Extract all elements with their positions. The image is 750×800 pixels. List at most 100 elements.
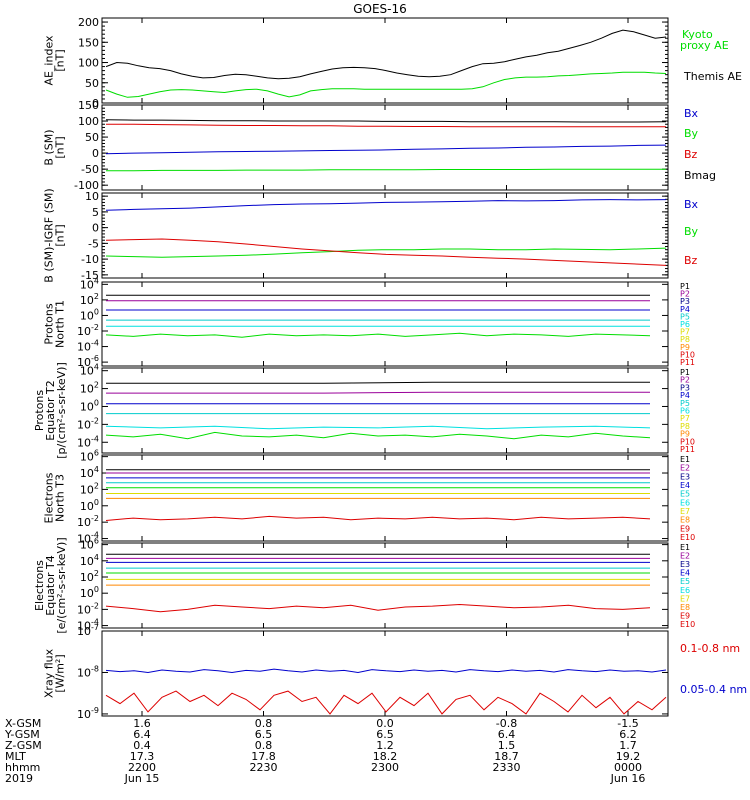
y-tick-label: 10-2: [77, 416, 99, 431]
y-tick-label: 104: [80, 553, 99, 568]
figure-title: GOES-16: [353, 2, 407, 16]
legend-entry: E7: [680, 507, 690, 516]
legend-entry: E8: [680, 603, 690, 612]
y-axis-label: Equator T4: [44, 555, 57, 615]
legend-entry: P8: [680, 335, 690, 344]
legend-entry: E3: [680, 560, 690, 569]
legend-entry: E3: [680, 472, 690, 481]
series-line-by: [105, 247, 667, 258]
x-row-label: Y-GSM: [4, 728, 40, 741]
legend-entry: Bx: [684, 198, 699, 211]
x-row-value: 1.7: [619, 739, 637, 752]
legend-entry: P2: [680, 376, 690, 385]
legend-entry: E6: [680, 498, 690, 507]
y-tick-label: -50: [81, 163, 99, 176]
series-line-p2: [106, 391, 650, 394]
legend: Bx By Bz Bmag: [684, 107, 716, 182]
legend-entry: By: [684, 225, 699, 238]
x-row-label: hhmm: [5, 761, 40, 774]
series-line-bx: [105, 144, 667, 155]
x-row-label: Z-GSM: [5, 739, 42, 752]
y-axis-label: B (SM)-IGRF (SM): [43, 188, 56, 282]
y-tick-label: -100: [74, 179, 99, 192]
y-tick-label: 100: [80, 585, 99, 600]
legend-entry: E6: [680, 586, 690, 595]
legend-entry: P4: [680, 305, 690, 314]
legend-entry: By: [684, 127, 699, 140]
y-axis-label: [W/m²]: [54, 654, 67, 692]
legend-entry: P11: [680, 358, 695, 367]
y-axis-label: Protons: [43, 303, 56, 344]
legend-entry: E1: [680, 543, 690, 552]
panel-2: 150 100 50 0 -50 -100 B (SM)[nT] Bx By Bz Bmag: [43, 99, 717, 192]
y-tick-label: 10-8: [77, 664, 99, 679]
legend-entry: P10: [680, 437, 695, 446]
x-row-value: 18.2: [373, 750, 398, 763]
y-tick-label: 0: [92, 222, 99, 235]
y-axis-label: [nT]: [54, 49, 67, 71]
x-row-label: 2019: [5, 772, 33, 785]
legend-entry: P3: [680, 383, 690, 392]
y-tick-label: 150: [78, 99, 99, 112]
y-tick-label: 10-2: [77, 601, 99, 616]
series-line-e8: [105, 515, 651, 521]
y-tick-label: 106: [80, 449, 99, 464]
y-tick-label: 100: [78, 57, 99, 70]
x-row-value: 17.8: [251, 750, 276, 763]
y-tick-label: 50: [85, 77, 99, 90]
legend-entry: P6: [680, 320, 690, 329]
panel-8: 10-7 10-8 10-9 Xray flux[W/m²] 0.1-0.8 nm 0.0…: [43, 623, 748, 721]
y-tick-label: 104: [80, 465, 99, 480]
legend-entry: P9: [680, 343, 690, 352]
x-row-value: Jun 16: [610, 772, 646, 785]
series-line-kyoto-proxy-ae: [105, 71, 667, 98]
y-tick-label: 100: [80, 498, 99, 513]
x-row-value: 6.4: [498, 728, 516, 741]
series-line-bz: [105, 238, 667, 266]
series-line-0-05-0-4-nm: [105, 668, 667, 674]
x-row-value: 1.2: [376, 739, 394, 752]
series-line-e8: [105, 603, 651, 613]
y-tick-label: 10-4: [77, 339, 99, 354]
x-row-value: 0.8: [255, 717, 273, 730]
series-line-p1: [106, 381, 650, 384]
panel-frame: [101, 281, 669, 367]
y-axis-label: Xray flux: [43, 648, 56, 698]
legend-entry: E5: [680, 577, 690, 586]
series-line-bx: [105, 199, 667, 211]
series-line-0-1-0-8-nm: [105, 690, 667, 715]
legend: 0.1-0.8 nm 0.05-0.4 nm: [680, 642, 747, 696]
legend-entry: P4: [680, 391, 690, 400]
legend-entry: P6: [680, 407, 690, 416]
legend-entry: P9: [680, 430, 690, 439]
y-tick-label: 106: [80, 537, 99, 552]
y-tick-label: 10-2: [77, 323, 99, 338]
panel-3: 10 5 0 -5 -10 -15 B (SM)-IGRF (SM)[nT] Bx By Bz: [43, 188, 699, 282]
y-tick-label: -5: [88, 237, 99, 250]
legend-entry: Bz: [684, 148, 698, 161]
legend-entry: E4: [680, 481, 690, 490]
y-axis-label: Equator T2: [44, 380, 57, 440]
y-tick-label: 10-4: [77, 434, 99, 449]
x-row-value: -1.5: [617, 717, 638, 730]
panel-frame: [101, 192, 669, 279]
y-tick-label: 10-7: [77, 623, 99, 638]
x-row-value: 2330: [493, 761, 521, 774]
series-line-bmag: [105, 119, 667, 123]
x-row-label: X-GSM: [5, 717, 41, 730]
x-row-value: 2200: [128, 761, 156, 774]
legend-entry: E8: [680, 516, 690, 525]
y-tick-label: 104: [80, 276, 99, 291]
y-tick-label: 100: [80, 398, 99, 413]
y-tick-label: 10-2: [77, 514, 99, 529]
y-axis-label: [nT]: [54, 136, 67, 158]
legend-entry: proxy AE: [680, 39, 729, 52]
legend-entry: E10: [680, 533, 695, 542]
